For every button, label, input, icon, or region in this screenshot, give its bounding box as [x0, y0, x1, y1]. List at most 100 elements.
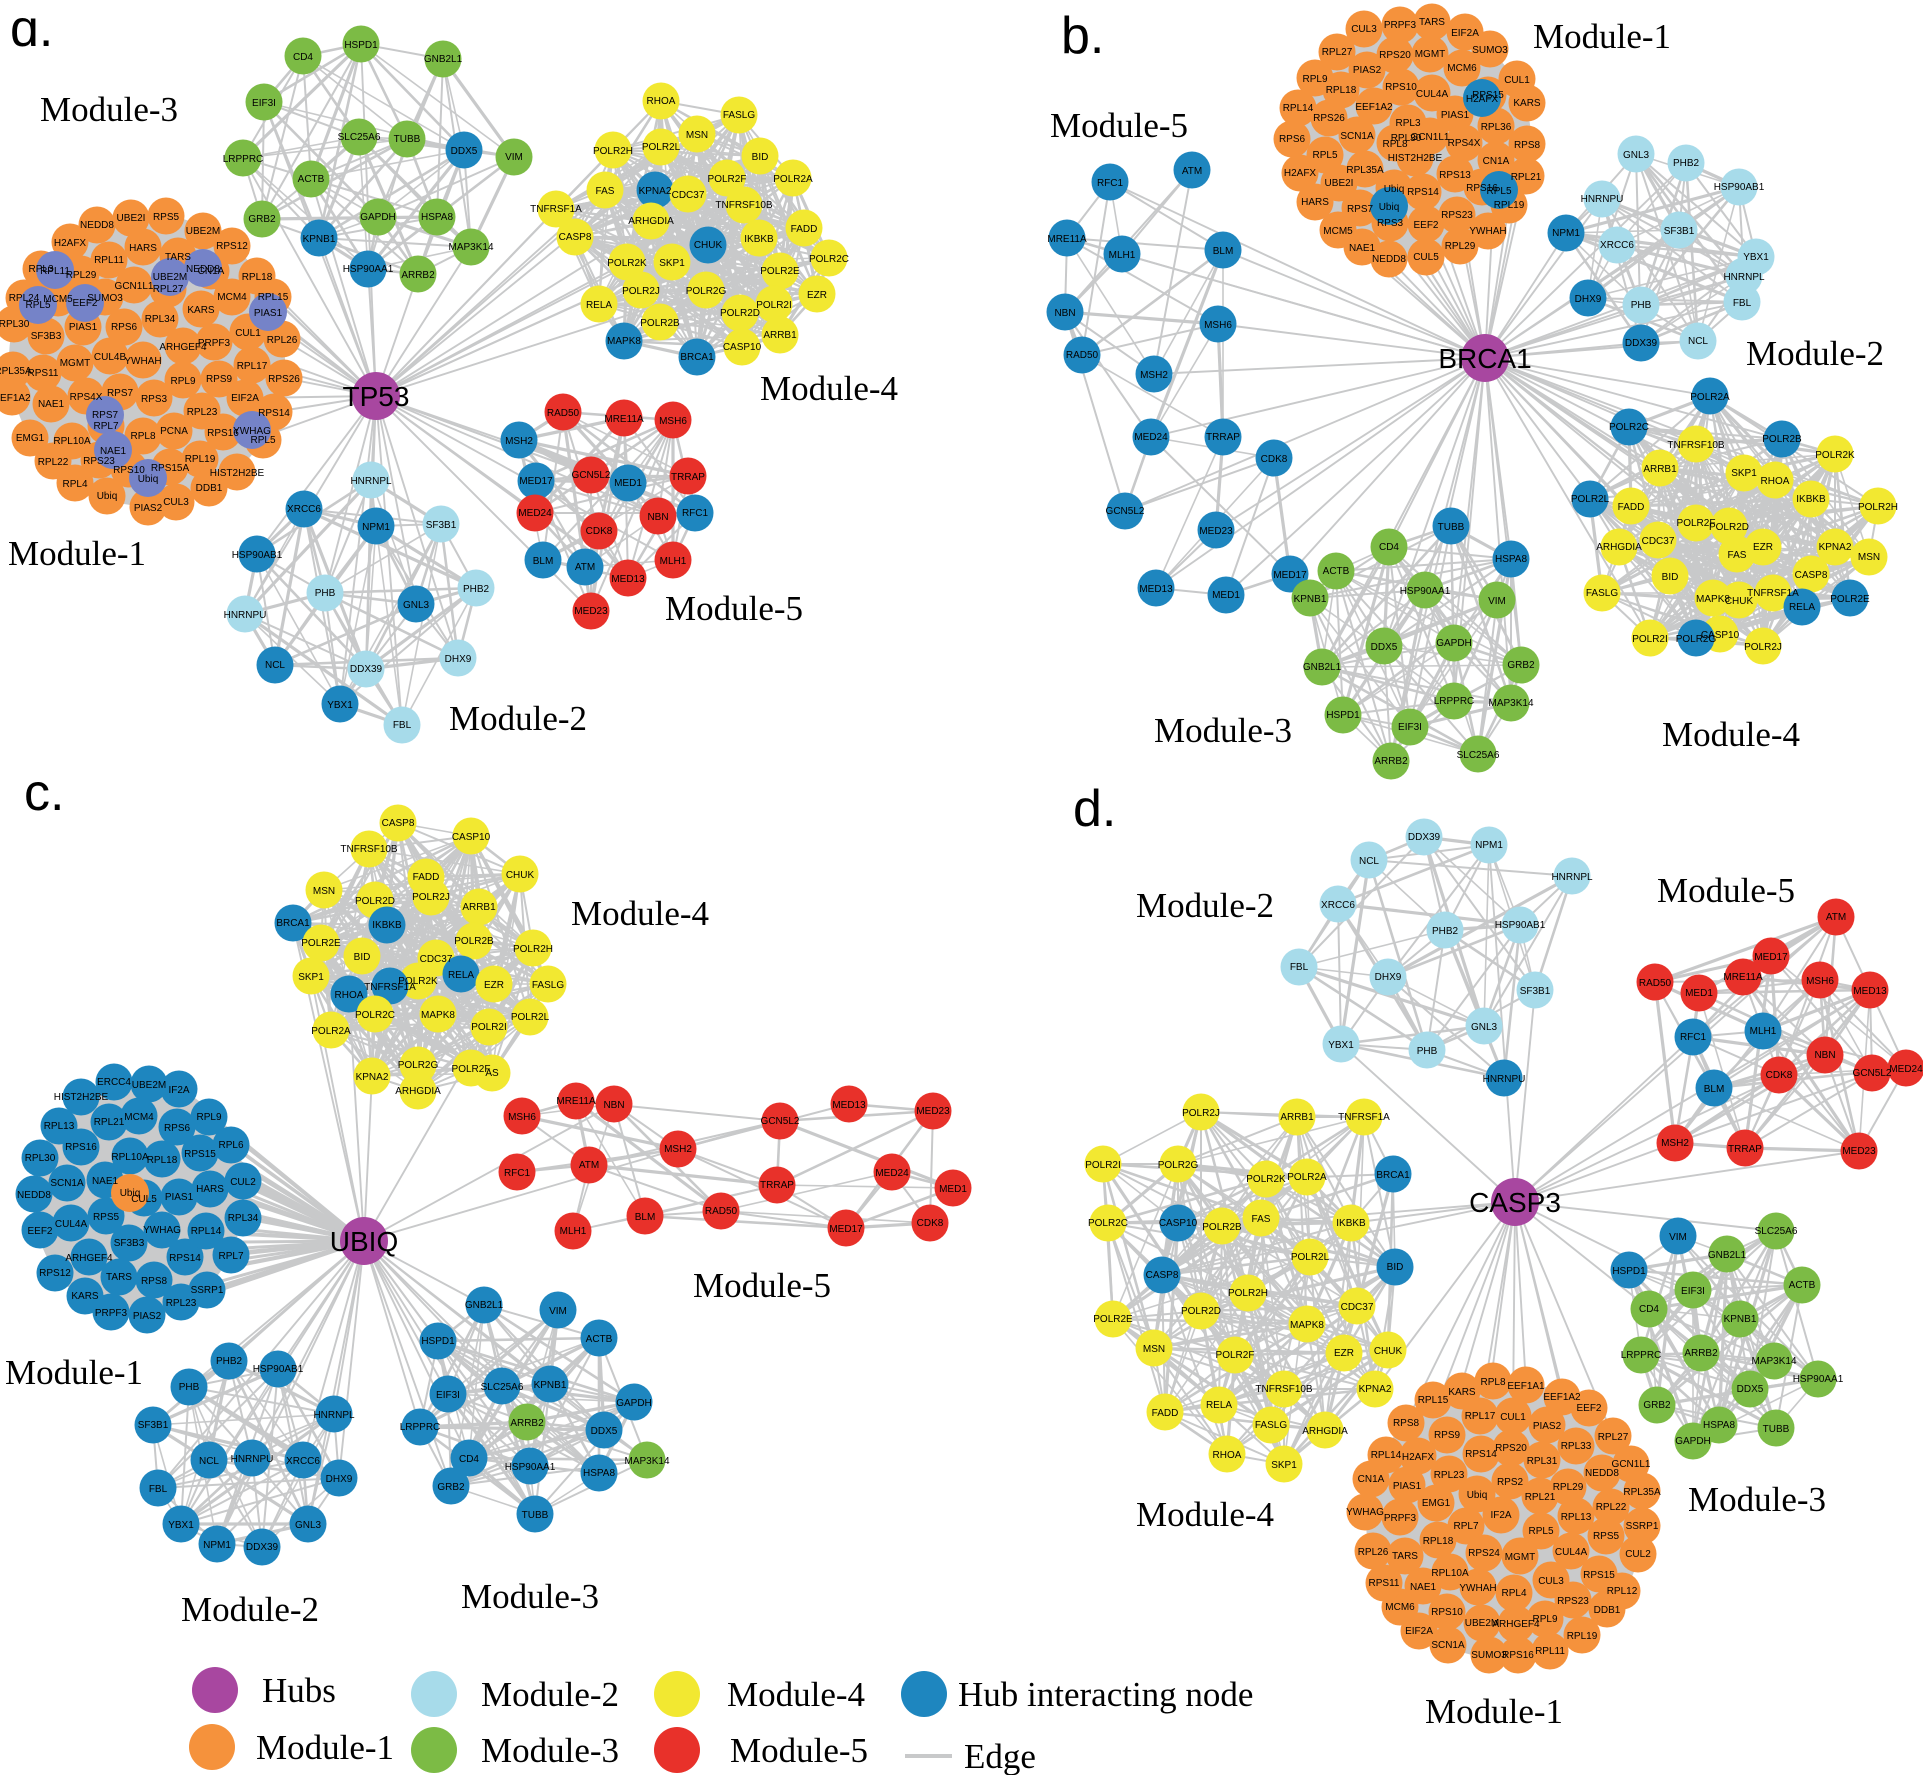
- svg-text:ARHGEF4: ARHGEF4: [65, 1253, 113, 1264]
- svg-text:Module-1: Module-1: [5, 1353, 143, 1392]
- svg-text:TARS: TARS: [1392, 1551, 1418, 1562]
- svg-text:RPS9: RPS9: [1434, 1430, 1461, 1441]
- svg-text:MED23: MED23: [1199, 526, 1233, 537]
- svg-text:ARHGEF4: ARHGEF4: [1492, 1619, 1540, 1630]
- svg-text:DHX9: DHX9: [1575, 294, 1602, 305]
- svg-text:POLR2K: POLR2K: [398, 976, 438, 987]
- svg-text:ERCC4: ERCC4: [97, 1077, 131, 1088]
- svg-text:RPL7: RPL7: [1453, 1521, 1478, 1532]
- svg-text:DDX5: DDX5: [591, 1426, 618, 1437]
- svg-text:SCN1A: SCN1A: [1431, 1640, 1465, 1651]
- svg-text:EIF3I: EIF3I: [436, 1390, 460, 1401]
- svg-text:Module-2: Module-2: [181, 1590, 319, 1629]
- svg-text:RPL27: RPL27: [153, 284, 184, 295]
- svg-text:GAPDH: GAPDH: [1675, 1436, 1711, 1447]
- svg-text:CASP8: CASP8: [382, 818, 415, 829]
- svg-text:GCN1L1: GCN1L1: [1411, 132, 1450, 143]
- svg-text:ARHGDIA: ARHGDIA: [628, 216, 674, 227]
- svg-text:RPL18: RPL18: [147, 1155, 178, 1166]
- svg-text:HNRNPU: HNRNPU: [1581, 194, 1624, 205]
- svg-text:ARRB1: ARRB1: [1643, 464, 1677, 475]
- svg-text:DDX39: DDX39: [1625, 338, 1658, 349]
- svg-text:PHB: PHB: [1631, 300, 1652, 311]
- svg-text:PIAS1: PIAS1: [69, 322, 98, 333]
- svg-text:KPNA2: KPNA2: [356, 1072, 389, 1083]
- svg-text:GCN5L2: GCN5L2: [1106, 506, 1145, 517]
- svg-text:YWHAH: YWHAH: [1459, 1583, 1496, 1594]
- svg-text:EIF3I: EIF3I: [252, 98, 276, 109]
- svg-text:XRCC6: XRCC6: [286, 1456, 320, 1467]
- svg-text:RPS16: RPS16: [1502, 1650, 1534, 1661]
- svg-text:CDC37: CDC37: [420, 954, 453, 965]
- svg-text:RPS14: RPS14: [1465, 1449, 1497, 1460]
- svg-text:UBE2I: UBE2I: [117, 213, 146, 224]
- svg-text:LRPPRC: LRPPRC: [223, 154, 264, 165]
- svg-text:DHX9: DHX9: [326, 1474, 353, 1485]
- svg-text:NCL: NCL: [265, 660, 285, 671]
- svg-text:RPL35A: RPL35A: [1623, 1487, 1661, 1498]
- svg-text:Module-1: Module-1: [256, 1728, 394, 1767]
- svg-text:RPL30: RPL30: [0, 319, 30, 330]
- svg-text:FADD: FADD: [1618, 502, 1645, 513]
- svg-text:HNRNPU: HNRNPU: [231, 1454, 274, 1465]
- svg-text:RPS10: RPS10: [113, 465, 145, 476]
- svg-text:EMG1: EMG1: [16, 433, 45, 444]
- svg-text:CD4: CD4: [1639, 1304, 1659, 1315]
- svg-text:RPL14: RPL14: [1371, 1450, 1402, 1461]
- svg-text:KPNA2: KPNA2: [1359, 1384, 1392, 1395]
- svg-text:HSP90AB1: HSP90AB1: [253, 1364, 304, 1375]
- svg-text:Module-5: Module-5: [693, 1266, 831, 1305]
- svg-text:DDX5: DDX5: [1371, 642, 1398, 653]
- svg-text:RPS16: RPS16: [65, 1142, 97, 1153]
- svg-text:DDX39: DDX39: [350, 664, 383, 675]
- svg-text:YWHAG: YWHAG: [233, 426, 271, 437]
- svg-text:MCM6: MCM6: [1447, 63, 1477, 74]
- svg-text:IF2A: IF2A: [168, 1085, 189, 1096]
- svg-text:PHB2: PHB2: [1673, 158, 1700, 169]
- svg-text:Ubiq: Ubiq: [120, 1188, 141, 1199]
- svg-text:POLR2J: POLR2J: [622, 286, 660, 297]
- svg-text:DDX39: DDX39: [1408, 832, 1441, 843]
- svg-text:RPL5: RPL5: [1312, 150, 1337, 161]
- svg-text:Ubiq: Ubiq: [1379, 202, 1400, 213]
- svg-text:AS: AS: [485, 1068, 499, 1079]
- svg-text:TNFRSF1A: TNFRSF1A: [530, 204, 582, 215]
- svg-text:EEF2: EEF2: [1576, 1403, 1601, 1414]
- svg-text:MED17: MED17: [519, 476, 553, 487]
- svg-text:POLR2D: POLR2D: [720, 308, 760, 319]
- svg-text:KPNB1: KPNB1: [1294, 594, 1327, 605]
- svg-text:UBE2M: UBE2M: [1465, 1618, 1499, 1629]
- svg-text:CUL4A: CUL4A: [55, 1219, 88, 1230]
- svg-text:RPS26: RPS26: [268, 374, 300, 385]
- svg-text:CUL2: CUL2: [230, 1177, 256, 1188]
- svg-text:CUL3: CUL3: [163, 497, 189, 508]
- svg-text:NBN: NBN: [1054, 308, 1075, 319]
- svg-text:POLR2J: POLR2J: [1182, 1108, 1220, 1119]
- svg-text:MED17: MED17: [829, 1224, 863, 1235]
- svg-text:RPS3: RPS3: [141, 394, 168, 405]
- svg-text:TNFRSF1A: TNFRSF1A: [1338, 1112, 1390, 1123]
- svg-text:MGMT: MGMT: [60, 358, 91, 369]
- svg-text:RPL5: RPL5: [1486, 186, 1511, 197]
- svg-text:HSPA8: HSPA8: [583, 1468, 615, 1479]
- svg-text:RPL22: RPL22: [1596, 1502, 1627, 1513]
- svg-text:IKBKB: IKBKB: [1336, 1218, 1366, 1229]
- svg-text:YWHAG: YWHAG: [143, 1225, 181, 1236]
- svg-text:MED13: MED13: [832, 1100, 866, 1111]
- svg-text:POLR2D: POLR2D: [355, 896, 395, 907]
- svg-text:NAE1: NAE1: [1410, 1582, 1437, 1593]
- svg-text:RHOA: RHOA: [647, 96, 676, 107]
- svg-text:POLR2B: POLR2B: [1202, 1222, 1242, 1233]
- svg-text:RPL21: RPL21: [1511, 172, 1542, 183]
- svg-text:RPL22: RPL22: [38, 457, 69, 468]
- svg-text:SF3B3: SF3B3: [31, 331, 62, 342]
- svg-text:RPL8: RPL8: [1382, 139, 1407, 150]
- svg-text:GRB2: GRB2: [437, 1482, 465, 1493]
- svg-text:RPL3: RPL3: [1395, 118, 1420, 129]
- svg-text:POLR2B: POLR2B: [1762, 434, 1802, 445]
- svg-text:RPL30: RPL30: [25, 1153, 56, 1164]
- svg-text:RPS24: RPS24: [1468, 1548, 1500, 1559]
- svg-text:EMG1: EMG1: [1422, 1498, 1451, 1509]
- svg-text:RPL21: RPL21: [1525, 1492, 1556, 1503]
- svg-text:POLR2D: POLR2D: [1181, 1306, 1221, 1317]
